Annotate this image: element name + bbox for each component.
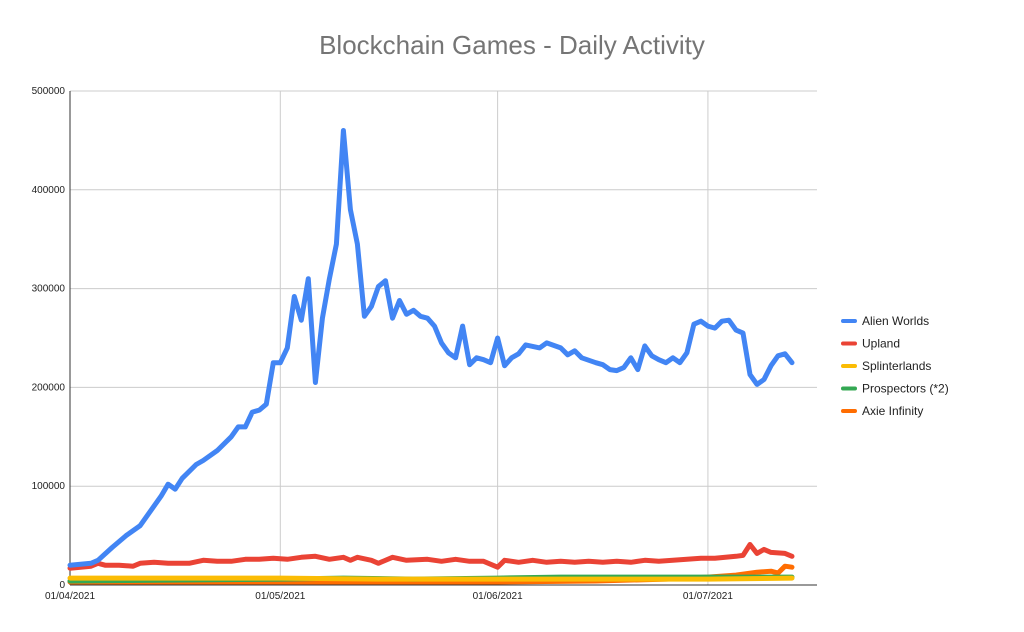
series-line-upland [67, 542, 795, 571]
x-tick-label: 01/04/2021 [45, 591, 95, 602]
legend-label: Splinterlands [862, 359, 931, 373]
legend-label: Upland [862, 337, 900, 351]
y-tick-label: 100000 [32, 481, 66, 492]
x-tick-label: 01/05/2021 [255, 591, 305, 602]
x-tick-label: 01/06/2021 [473, 591, 523, 602]
x-tick-label: 01/07/2021 [683, 591, 733, 602]
legend-label: Alien Worlds [862, 314, 929, 328]
y-tick-label: 0 [59, 580, 65, 591]
y-tick-label: 200000 [32, 382, 66, 393]
y-axis-ticks: 0 100000 200000 300000 400000 500000 [32, 86, 66, 591]
chart-title: Blockchain Games - Daily Activity [319, 30, 705, 60]
legend-label: Axie Infinity [862, 404, 923, 418]
y-tick-label: 500000 [32, 86, 66, 97]
legend: Alien Worlds Upland Splinterlands Prospecto… [841, 314, 949, 418]
series-lines [67, 128, 795, 585]
y-tick-label: 400000 [32, 185, 66, 196]
y-tick-label: 300000 [32, 284, 66, 295]
legend-label: Prospectors (*2) [862, 382, 949, 396]
series-line-alien-worlds [67, 128, 795, 568]
x-axis-ticks: 01/04/2021 01/05/2021 01/06/2021 01/07/2021 [45, 591, 733, 602]
series-line-splinterlands [67, 575, 795, 582]
grid-lines [69, 90, 817, 586]
